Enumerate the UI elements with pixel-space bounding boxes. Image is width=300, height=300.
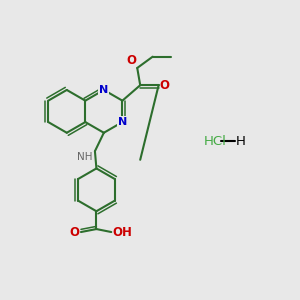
Text: N: N	[99, 85, 109, 95]
Text: HCl: HCl	[203, 135, 226, 148]
Text: N: N	[118, 117, 127, 127]
Text: OH: OH	[112, 226, 132, 239]
Text: NH: NH	[77, 152, 92, 162]
Text: O: O	[126, 54, 136, 67]
Text: O: O	[160, 79, 170, 92]
Text: H: H	[236, 135, 245, 148]
Text: O: O	[70, 226, 80, 239]
